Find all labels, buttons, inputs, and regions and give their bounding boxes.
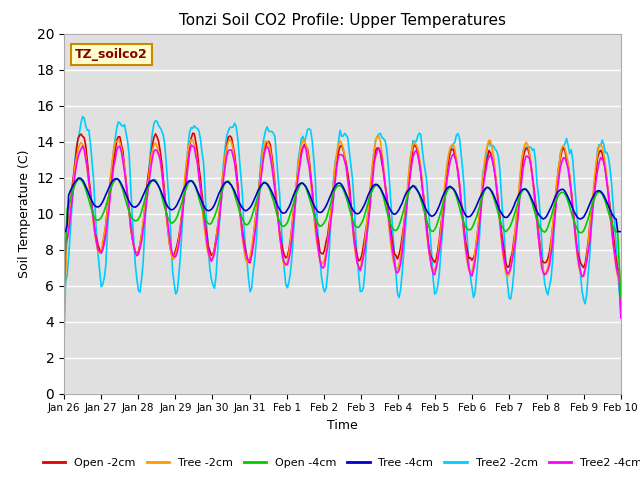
Open -2cm bbox=[305, 156, 313, 161]
Tree -2cm bbox=[374, 133, 381, 139]
Open -2cm bbox=[617, 308, 625, 313]
Tree -4cm bbox=[228, 182, 236, 188]
Open -4cm bbox=[588, 204, 595, 210]
Tree -4cm bbox=[130, 204, 138, 210]
Open -2cm bbox=[246, 260, 254, 265]
Open -2cm bbox=[255, 180, 263, 185]
Line: Tree2 -2cm: Tree2 -2cm bbox=[64, 117, 621, 339]
Open -4cm bbox=[305, 194, 313, 200]
Tree -2cm bbox=[226, 136, 234, 142]
Tree2 -2cm bbox=[246, 289, 254, 295]
Tree -4cm bbox=[255, 185, 263, 191]
X-axis label: Time: Time bbox=[327, 419, 358, 432]
Open -2cm bbox=[129, 235, 136, 241]
Tree2 -4cm bbox=[246, 258, 254, 264]
Open -4cm bbox=[255, 189, 263, 194]
Tree -4cm bbox=[305, 191, 313, 196]
Open -4cm bbox=[130, 217, 138, 223]
Open -4cm bbox=[617, 294, 625, 300]
Open -2cm bbox=[588, 210, 595, 216]
Tree2 -4cm bbox=[255, 192, 263, 197]
Tree -2cm bbox=[303, 148, 311, 154]
Tree2 -2cm bbox=[305, 126, 313, 132]
Open -2cm bbox=[60, 293, 68, 299]
Tree2 -2cm bbox=[60, 336, 68, 342]
Legend: Open -2cm, Tree -2cm, Open -4cm, Tree -4cm, Tree2 -2cm, Tree2 -4cm: Open -2cm, Tree -2cm, Open -4cm, Tree -4… bbox=[38, 453, 640, 472]
Tree2 -2cm bbox=[588, 225, 595, 230]
Y-axis label: Soil Temperature (C): Soil Temperature (C) bbox=[18, 149, 31, 278]
Tree2 -4cm bbox=[305, 163, 313, 169]
Tree2 -4cm bbox=[617, 315, 625, 321]
Tree2 -4cm bbox=[129, 233, 136, 239]
Line: Tree2 -4cm: Tree2 -4cm bbox=[64, 145, 621, 318]
Tree -2cm bbox=[60, 316, 68, 322]
Open -4cm bbox=[60, 283, 68, 289]
Tree -4cm bbox=[617, 228, 625, 234]
Tree -4cm bbox=[60, 228, 68, 234]
Open -2cm bbox=[228, 135, 236, 141]
Line: Tree -4cm: Tree -4cm bbox=[64, 178, 621, 231]
Tree2 -2cm bbox=[228, 124, 236, 130]
Line: Tree -2cm: Tree -2cm bbox=[64, 136, 621, 319]
Tree -4cm bbox=[76, 175, 83, 181]
Tree2 -2cm bbox=[255, 178, 263, 184]
Tree -4cm bbox=[246, 204, 254, 210]
Open -4cm bbox=[246, 218, 254, 224]
Tree2 -4cm bbox=[60, 291, 68, 297]
Tree2 -2cm bbox=[617, 300, 625, 306]
Tree2 -4cm bbox=[588, 223, 595, 228]
Tree -2cm bbox=[254, 194, 262, 200]
Open -4cm bbox=[113, 176, 120, 181]
Text: TZ_soilco2: TZ_soilco2 bbox=[75, 48, 148, 61]
Tree -2cm bbox=[588, 207, 595, 213]
Tree -2cm bbox=[244, 258, 252, 264]
Tree -2cm bbox=[129, 234, 136, 240]
Tree2 -2cm bbox=[79, 114, 86, 120]
Line: Open -4cm: Open -4cm bbox=[64, 179, 621, 297]
Tree2 -2cm bbox=[130, 237, 138, 243]
Tree2 -4cm bbox=[188, 142, 195, 148]
Open -4cm bbox=[228, 183, 236, 189]
Tree2 -4cm bbox=[228, 147, 236, 153]
Title: Tonzi Soil CO2 Profile: Upper Temperatures: Tonzi Soil CO2 Profile: Upper Temperatur… bbox=[179, 13, 506, 28]
Open -2cm bbox=[189, 130, 196, 136]
Line: Open -2cm: Open -2cm bbox=[64, 133, 621, 311]
Tree -4cm bbox=[588, 197, 595, 203]
Tree -2cm bbox=[617, 306, 625, 312]
